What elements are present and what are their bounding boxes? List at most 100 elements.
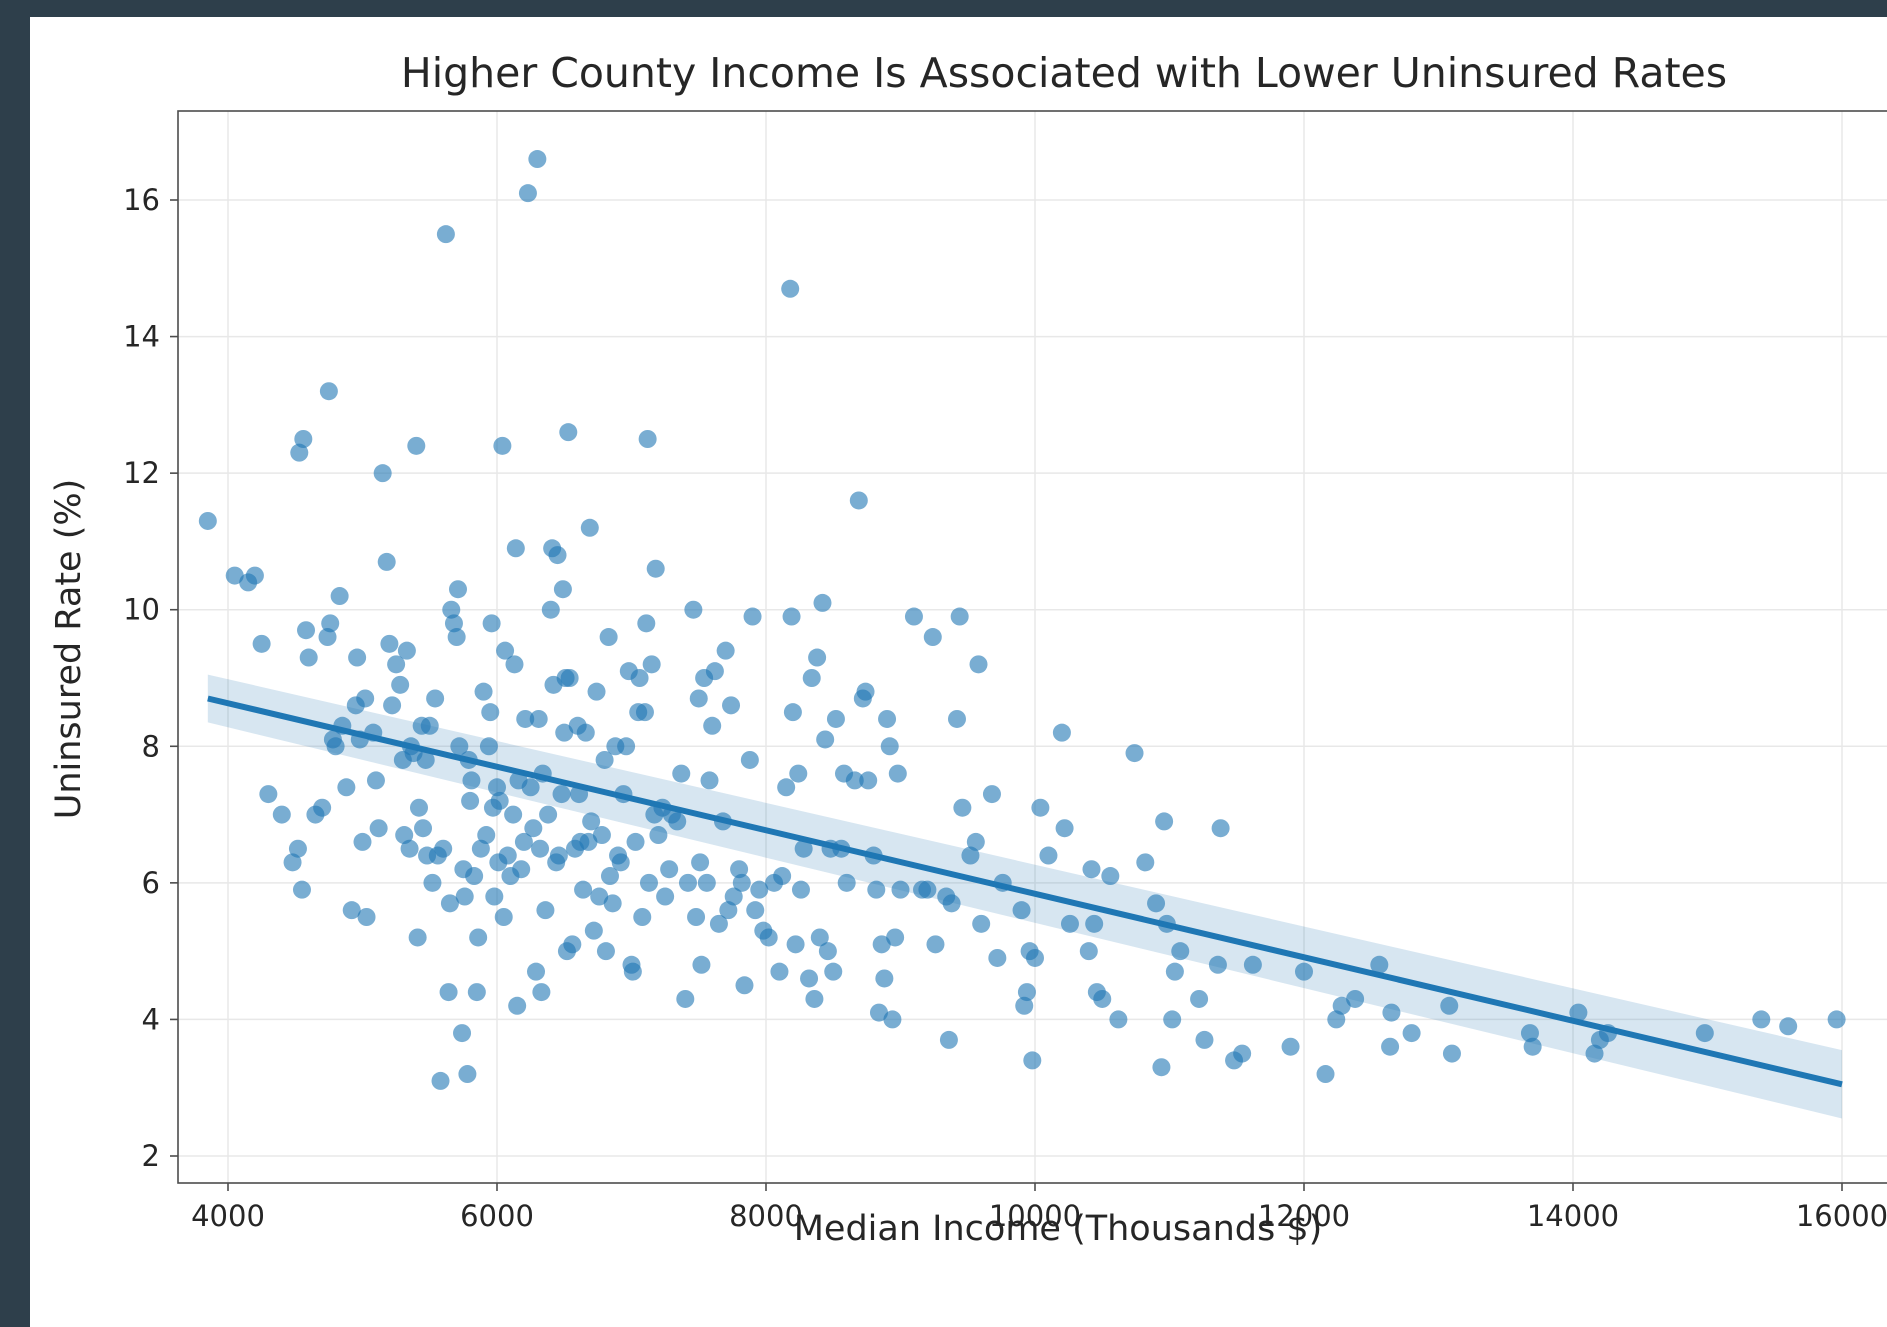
data-point (225, 566, 244, 585)
data-point (299, 648, 318, 667)
data-point (888, 764, 907, 783)
data-point (1442, 1044, 1461, 1063)
data-point (1017, 983, 1036, 1002)
y-tick-label: 4 (142, 1002, 160, 1036)
data-point (1079, 942, 1098, 961)
data-point (434, 839, 453, 858)
data-point (548, 546, 567, 565)
data-point (321, 614, 340, 633)
data-point (584, 921, 603, 940)
data-point (1155, 812, 1174, 831)
data-point (719, 901, 738, 920)
data-point (786, 935, 805, 954)
data-point (450, 737, 469, 756)
data-point (743, 607, 762, 626)
data-point (735, 976, 754, 995)
plot-area (177, 110, 1887, 1184)
data-point (1012, 901, 1031, 920)
data-point (600, 867, 619, 886)
data-point (1015, 996, 1034, 1015)
data-point (697, 873, 716, 892)
data-point (1327, 1010, 1346, 1029)
data-point (1402, 1024, 1421, 1043)
data-point (818, 942, 837, 961)
data-point (576, 723, 595, 742)
data-point (1055, 819, 1074, 838)
data-point (672, 764, 691, 783)
data-point (353, 832, 372, 851)
data-point (482, 614, 501, 633)
data-point (541, 600, 560, 619)
data-point (297, 621, 316, 640)
data-point (837, 873, 856, 892)
data-point (416, 750, 435, 769)
data-point (1382, 1003, 1401, 1022)
data-point (1109, 1010, 1128, 1029)
data-point (366, 771, 385, 790)
data-point (408, 928, 427, 947)
data-point (700, 771, 719, 790)
data-point (357, 908, 376, 926)
data-point (356, 689, 375, 708)
data-point (494, 908, 513, 926)
data-point (649, 826, 668, 845)
data-point (342, 901, 361, 920)
data-point (431, 1071, 450, 1090)
data-point (531, 839, 550, 858)
data-point (400, 839, 419, 858)
data-point (348, 648, 367, 667)
data-point (1752, 1010, 1771, 1029)
data-point (637, 614, 656, 633)
data-point (904, 607, 923, 626)
data-point (1523, 1037, 1542, 1056)
data-point (845, 771, 864, 790)
data-point (592, 826, 611, 845)
data-point (453, 1024, 472, 1043)
scatter-chart: Higher County Income Is Associated with … (49, 49, 1887, 1249)
data-point (703, 716, 722, 735)
data-point (549, 846, 568, 865)
data-point (536, 901, 555, 920)
data-point (816, 730, 835, 749)
data-point (1295, 962, 1313, 981)
data-point (856, 682, 875, 701)
data-point (580, 518, 599, 537)
data-point (638, 430, 657, 448)
data-point (498, 846, 517, 865)
x-tick-label: 14000 (1527, 1199, 1619, 1233)
data-point (474, 682, 493, 701)
data-point (477, 826, 496, 845)
data-point (684, 600, 703, 619)
data-point (872, 935, 891, 954)
data-point (439, 983, 458, 1002)
regression-line (207, 695, 1843, 1088)
y-tick-label: 2 (142, 1139, 160, 1173)
data-point (518, 184, 537, 203)
data-point (496, 641, 515, 660)
x-tick-label: 6000 (460, 1199, 534, 1233)
data-point (1052, 723, 1071, 742)
data-point (1085, 914, 1104, 933)
data-point (560, 669, 579, 687)
data-point (448, 580, 467, 599)
data-point (442, 600, 461, 619)
data-point (391, 675, 410, 694)
data-point (687, 908, 706, 926)
x-tick-label: 4000 (191, 1199, 265, 1233)
data-point (245, 566, 264, 585)
data-point (966, 832, 985, 851)
y-tick-label: 16 (123, 183, 160, 217)
data-point (969, 655, 988, 674)
data-point (512, 860, 531, 879)
data-point (458, 1065, 477, 1084)
data-point (783, 703, 802, 722)
x-axis: 4000 6000 8000 10000 12000 14000 16000 (191, 1183, 1887, 1233)
data-point (552, 785, 571, 804)
data-point (777, 778, 796, 797)
data-point (288, 839, 307, 858)
data-point (1370, 955, 1389, 974)
y-tick-label: 8 (142, 729, 160, 763)
data-point (961, 846, 980, 865)
data-point (880, 737, 899, 756)
data-point (506, 539, 525, 558)
